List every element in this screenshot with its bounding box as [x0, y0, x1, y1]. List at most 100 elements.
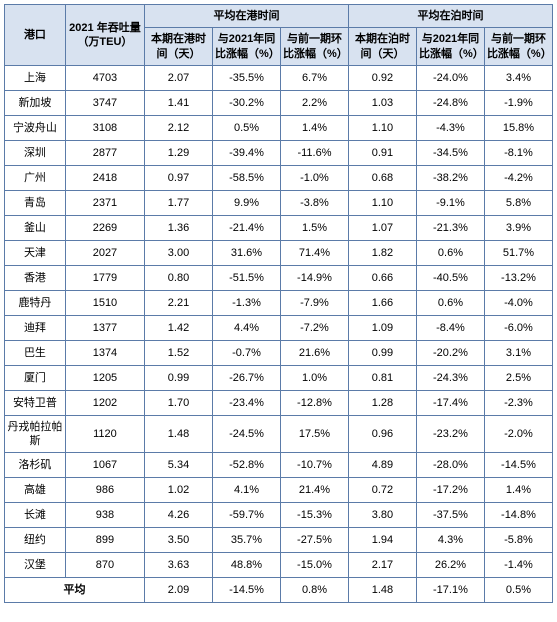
table-row: 纽约8993.5035.7%-27.5%1.944.3%-5.8%	[5, 528, 553, 553]
table-row: 巴生13741.52-0.7%21.6%0.99-20.2%3.1%	[5, 340, 553, 365]
cell-berth-time-mom: -1.4%	[484, 553, 552, 578]
cell-berth-time-yoy: -9.1%	[416, 190, 484, 215]
cell-port: 青岛	[5, 190, 66, 215]
cell-berth-time-mom: -2.3%	[484, 390, 552, 415]
cell-port-time-mom: -10.7%	[280, 453, 348, 478]
cell-throughput: 2371	[65, 190, 144, 215]
cell-throughput: 3747	[65, 90, 144, 115]
cell-berth-time-days: 1.94	[348, 528, 416, 553]
cell-port-time-mom: 1.0%	[280, 365, 348, 390]
cell-berth-time-mom: 3.9%	[484, 215, 552, 240]
cell-port: 汉堡	[5, 553, 66, 578]
cell-port-time-days: 1.02	[145, 478, 213, 503]
table-row: 宁波舟山31082.120.5%1.4%1.10-4.3%15.8%	[5, 115, 553, 140]
cell-berth-time-yoy: -38.2%	[416, 165, 484, 190]
cell-port-time-yoy: -1.3%	[213, 290, 281, 315]
cell-berth-time-mom: 3.4%	[484, 65, 552, 90]
table-row-average: 平均2.09-14.5%0.8%1.48-17.1%0.5%	[5, 578, 553, 603]
table-row: 青岛23711.779.9%-3.8%1.10-9.1%5.8%	[5, 190, 553, 215]
cell-port-time-yoy: -58.5%	[213, 165, 281, 190]
cell-berth-time-mom: -14.5%	[484, 453, 552, 478]
cell-throughput: 899	[65, 528, 144, 553]
cell-berth-time-yoy: -23.2%	[416, 415, 484, 453]
cell-port-time-mom: -3.8%	[280, 190, 348, 215]
cell-berth-time-yoy: -17.1%	[416, 578, 484, 603]
table-row: 鹿特丹15102.21-1.3%-7.9%1.660.6%-4.0%	[5, 290, 553, 315]
header-group-berth-time: 平均在泊时间	[348, 5, 552, 28]
cell-berth-time-days: 0.92	[348, 65, 416, 90]
cell-berth-time-days: 0.81	[348, 365, 416, 390]
cell-port-time-mom: -15.3%	[280, 503, 348, 528]
cell-port-time-yoy: -21.4%	[213, 215, 281, 240]
cell-port-time-days: 1.36	[145, 215, 213, 240]
cell-throughput: 1202	[65, 390, 144, 415]
cell-port-time-yoy: 0.5%	[213, 115, 281, 140]
cell-berth-time-yoy: -40.5%	[416, 265, 484, 290]
header-berth-time-yoy: 与2021年同比涨幅（%）	[416, 28, 484, 66]
cell-port-time-yoy: 35.7%	[213, 528, 281, 553]
cell-port-time-mom: 1.5%	[280, 215, 348, 240]
cell-port-time-mom: 2.2%	[280, 90, 348, 115]
cell-berth-time-mom: -4.2%	[484, 165, 552, 190]
table-row: 长滩9384.26-59.7%-15.3%3.80-37.5%-14.8%	[5, 503, 553, 528]
cell-berth-time-mom: 51.7%	[484, 240, 552, 265]
cell-throughput: 1374	[65, 340, 144, 365]
cell-berth-time-days: 0.72	[348, 478, 416, 503]
cell-throughput: 2877	[65, 140, 144, 165]
cell-berth-time-yoy: -24.3%	[416, 365, 484, 390]
cell-throughput: 1120	[65, 415, 144, 453]
table-row: 釜山22691.36-21.4%1.5%1.07-21.3%3.9%	[5, 215, 553, 240]
cell-berth-time-days: 1.48	[348, 578, 416, 603]
cell-berth-time-mom: -6.0%	[484, 315, 552, 340]
cell-port-time-yoy: -59.7%	[213, 503, 281, 528]
cell-port-time-mom: 71.4%	[280, 240, 348, 265]
cell-port-time-mom: -15.0%	[280, 553, 348, 578]
cell-berth-time-yoy: -37.5%	[416, 503, 484, 528]
header-port-time-mom: 与前一期环比涨幅（%）	[280, 28, 348, 66]
cell-throughput: 1779	[65, 265, 144, 290]
cell-berth-time-yoy: -17.4%	[416, 390, 484, 415]
table-row: 天津20273.0031.6%71.4%1.820.6%51.7%	[5, 240, 553, 265]
cell-port-time-days: 1.70	[145, 390, 213, 415]
cell-port-time-yoy: -23.4%	[213, 390, 281, 415]
cell-berth-time-yoy: -24.8%	[416, 90, 484, 115]
cell-berth-time-yoy: 0.6%	[416, 290, 484, 315]
cell-port-time-days: 0.97	[145, 165, 213, 190]
cell-port-time-days: 2.21	[145, 290, 213, 315]
cell-berth-time-days: 1.03	[348, 90, 416, 115]
cell-port-time-yoy: 4.4%	[213, 315, 281, 340]
cell-port-time-yoy: -0.7%	[213, 340, 281, 365]
cell-port-time-yoy: -14.5%	[213, 578, 281, 603]
cell-throughput: 2027	[65, 240, 144, 265]
cell-port: 纽约	[5, 528, 66, 553]
cell-port: 鹿特丹	[5, 290, 66, 315]
cell-port-time-yoy: -35.5%	[213, 65, 281, 90]
cell-berth-time-yoy: 4.3%	[416, 528, 484, 553]
cell-port-time-days: 1.42	[145, 315, 213, 340]
cell-throughput: 4703	[65, 65, 144, 90]
cell-port-time-yoy: 48.8%	[213, 553, 281, 578]
table-row: 深圳28771.29-39.4%-11.6%0.91-34.5%-8.1%	[5, 140, 553, 165]
cell-port: 厦门	[5, 365, 66, 390]
cell-berth-time-yoy: 26.2%	[416, 553, 484, 578]
cell-berth-time-mom: -8.1%	[484, 140, 552, 165]
cell-port-time-days: 1.29	[145, 140, 213, 165]
cell-port-time-mom: 0.8%	[280, 578, 348, 603]
cell-port-time-yoy: -24.5%	[213, 415, 281, 453]
cell-berth-time-mom: -2.0%	[484, 415, 552, 453]
cell-port-time-days: 5.34	[145, 453, 213, 478]
cell-port-time-yoy: -39.4%	[213, 140, 281, 165]
cell-port-time-yoy: -52.8%	[213, 453, 281, 478]
cell-berth-time-mom: -5.8%	[484, 528, 552, 553]
header-group-port-time: 平均在港时间	[145, 5, 349, 28]
cell-port-time-yoy: 31.6%	[213, 240, 281, 265]
cell-port-time-days: 3.63	[145, 553, 213, 578]
cell-berth-time-mom: 2.5%	[484, 365, 552, 390]
cell-port-time-mom: 17.5%	[280, 415, 348, 453]
cell-berth-time-mom: 1.4%	[484, 478, 552, 503]
cell-berth-time-days: 3.80	[348, 503, 416, 528]
cell-port-time-yoy: -30.2%	[213, 90, 281, 115]
cell-port: 巴生	[5, 340, 66, 365]
cell-throughput: 2269	[65, 215, 144, 240]
cell-berth-time-days: 0.99	[348, 340, 416, 365]
